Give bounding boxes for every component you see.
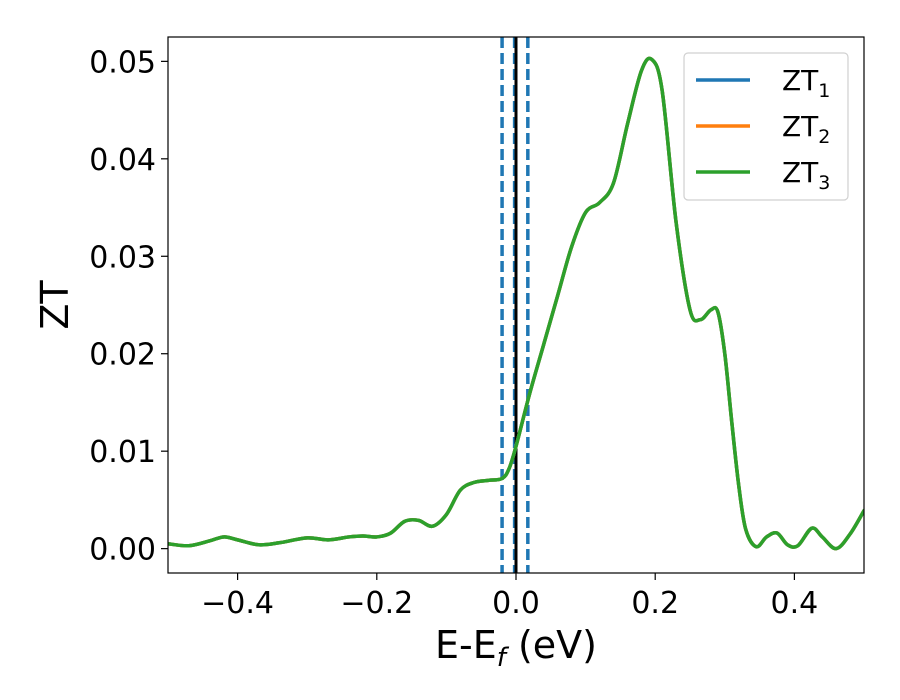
series-line-zt3: [168, 56, 864, 551]
y-tick-label: 0.04: [89, 143, 156, 178]
legend-label: ZT1: [782, 64, 830, 102]
y-tick-label: 0.03: [89, 240, 156, 275]
y-axis-label: ZT: [33, 280, 77, 330]
y-tick-label: 0.02: [89, 338, 156, 373]
x-tick-label: −0.4: [201, 586, 274, 621]
legend-entry-zt1: ZT1: [696, 64, 830, 102]
x-tick-label: 0.0: [492, 586, 540, 621]
series-lines: [168, 56, 864, 551]
x-axis-label-unit: (eV): [506, 623, 597, 667]
legend-label: ZT3: [782, 156, 830, 194]
y-tick-label: 0.00: [89, 533, 156, 568]
legend-box: [683, 52, 849, 201]
legend: ZT1 ZT2 ZT3: [683, 52, 849, 201]
x-axis-label: E-Ef (eV): [435, 623, 597, 673]
reference-lines: [500, 37, 530, 573]
legend-entry-zt2: ZT2: [696, 110, 830, 148]
legend-entry-zt3: ZT3: [696, 156, 830, 194]
x-tick-label: −0.2: [340, 586, 413, 621]
y-axis: 0.00 0.01 0.02 0.03 0.04 0.05: [89, 45, 168, 568]
x-tick-label: 0.2: [631, 586, 679, 621]
x-tick-label: 0.4: [771, 586, 819, 621]
y-tick-label: 0.05: [89, 45, 156, 80]
x-axis: −0.4 −0.2 0.0 0.2 0.4: [201, 573, 818, 621]
y-tick-label: 0.01: [89, 435, 156, 470]
legend-label: ZT2: [782, 110, 830, 148]
